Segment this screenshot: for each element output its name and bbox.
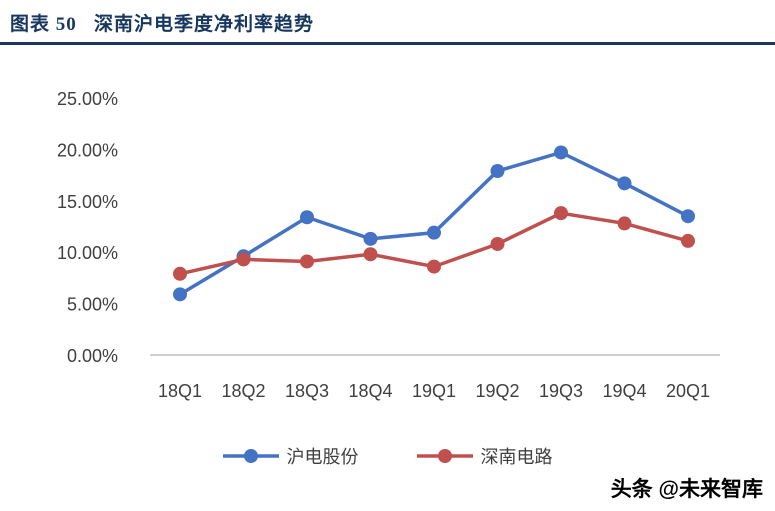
- x-tick-label: 18Q4: [348, 381, 392, 401]
- y-tick-label: 10.00%: [57, 243, 118, 263]
- series-marker: [490, 163, 505, 178]
- y-tick-label: 5.00%: [67, 295, 118, 315]
- watermark: 头条 @未来智库: [610, 478, 763, 501]
- series-marker: [300, 210, 314, 225]
- series-marker: [554, 145, 568, 160]
- series-marker: [681, 233, 695, 248]
- line-chart: 0.00% 5.00% 10.00% 15.00% 20.00% 25.00% 18Q1 18…: [57, 89, 720, 401]
- series-marker: [554, 206, 568, 221]
- y-tick-label: 20.00%: [57, 140, 118, 160]
- series-marker: [173, 266, 187, 281]
- legend-item-series-0: 沪电股份: [222, 443, 359, 469]
- series-marker: [490, 236, 505, 251]
- series-marker: [236, 252, 251, 267]
- x-tick-label: 18Q2: [221, 381, 265, 401]
- series-marker: [427, 225, 441, 240]
- series-marker: [681, 209, 695, 224]
- series-marker: [300, 254, 314, 269]
- x-tick-label: 19Q2: [475, 381, 519, 401]
- x-tick-label: 19Q4: [602, 381, 646, 401]
- series-marker: [427, 259, 441, 274]
- y-tick-label: 25.00%: [57, 89, 118, 109]
- series-marker: [617, 176, 632, 191]
- chart-area: 0.00% 5.00% 10.00% 15.00% 20.00% 25.00% 18Q1 18…: [0, 45, 775, 469]
- legend-label-series-0: 沪电股份: [286, 447, 359, 467]
- header-divider: [0, 42, 775, 45]
- chart-title: 图表 50 深南沪电季度净利率趋势: [10, 14, 315, 35]
- x-tick-label: 19Q3: [539, 381, 583, 401]
- series-marker: [617, 216, 632, 231]
- legend-label-series-1: 深南电路: [480, 447, 553, 467]
- x-tick-label: 19Q1: [412, 381, 456, 401]
- x-tick-label: 20Q1: [666, 381, 710, 401]
- series-marker: [363, 247, 378, 262]
- series-marker: [173, 287, 187, 302]
- legend-swatch-blue: [222, 449, 279, 463]
- chart-legend: 沪电股份 深南电路: [0, 443, 775, 469]
- y-tick-label: 0.00%: [67, 346, 118, 366]
- chart-header: 图表 50 深南沪电季度净利率趋势: [0, 0, 775, 36]
- legend-item-series-1: 深南电路: [416, 443, 553, 469]
- series-marker: [363, 231, 378, 246]
- x-tick-label: 18Q1: [158, 381, 202, 401]
- y-tick-label: 15.00%: [57, 192, 118, 212]
- legend-swatch-red: [416, 449, 473, 463]
- x-tick-label: 18Q3: [285, 381, 329, 401]
